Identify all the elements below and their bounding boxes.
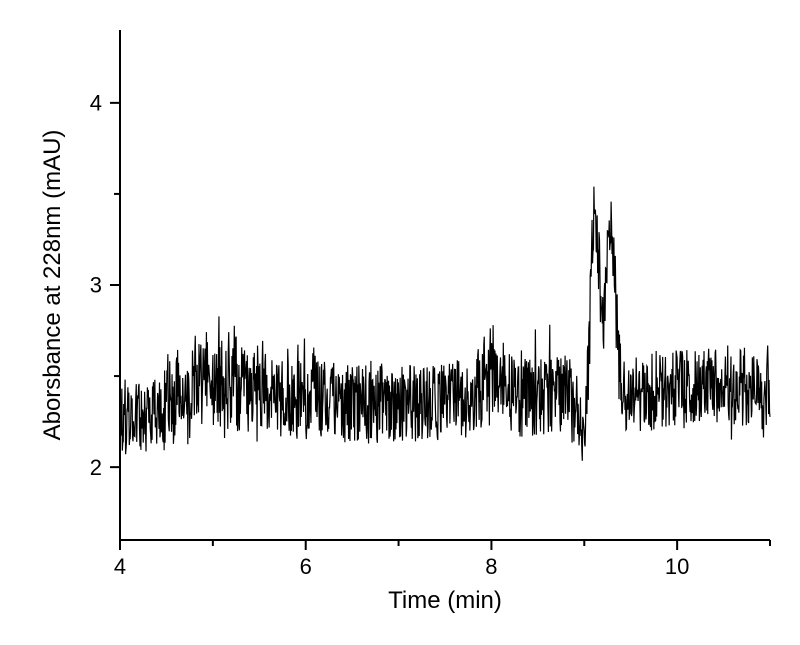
- x-tick-label: 8: [485, 554, 497, 579]
- x-tick-label: 10: [665, 554, 689, 579]
- y-tick-label: 2: [90, 455, 102, 480]
- y-tick-label: 3: [90, 273, 102, 298]
- chart-svg: 4 6 8 10 Time (min) 2 3 4 Aborsbance at 228nm (m…: [0, 0, 800, 645]
- y-axis-title: Aborsbance at 228nm (mAU): [39, 130, 66, 441]
- x-tick-label: 4: [114, 554, 126, 579]
- chromatogram-chart: 4 6 8 10 Time (min) 2 3 4 Aborsbance at 228nm (m…: [0, 0, 800, 645]
- y-tick-label: 4: [90, 91, 102, 116]
- chromatogram-trace: [120, 187, 770, 461]
- x-axis-title: Time (min): [388, 587, 502, 614]
- x-tick-label: 6: [300, 554, 312, 579]
